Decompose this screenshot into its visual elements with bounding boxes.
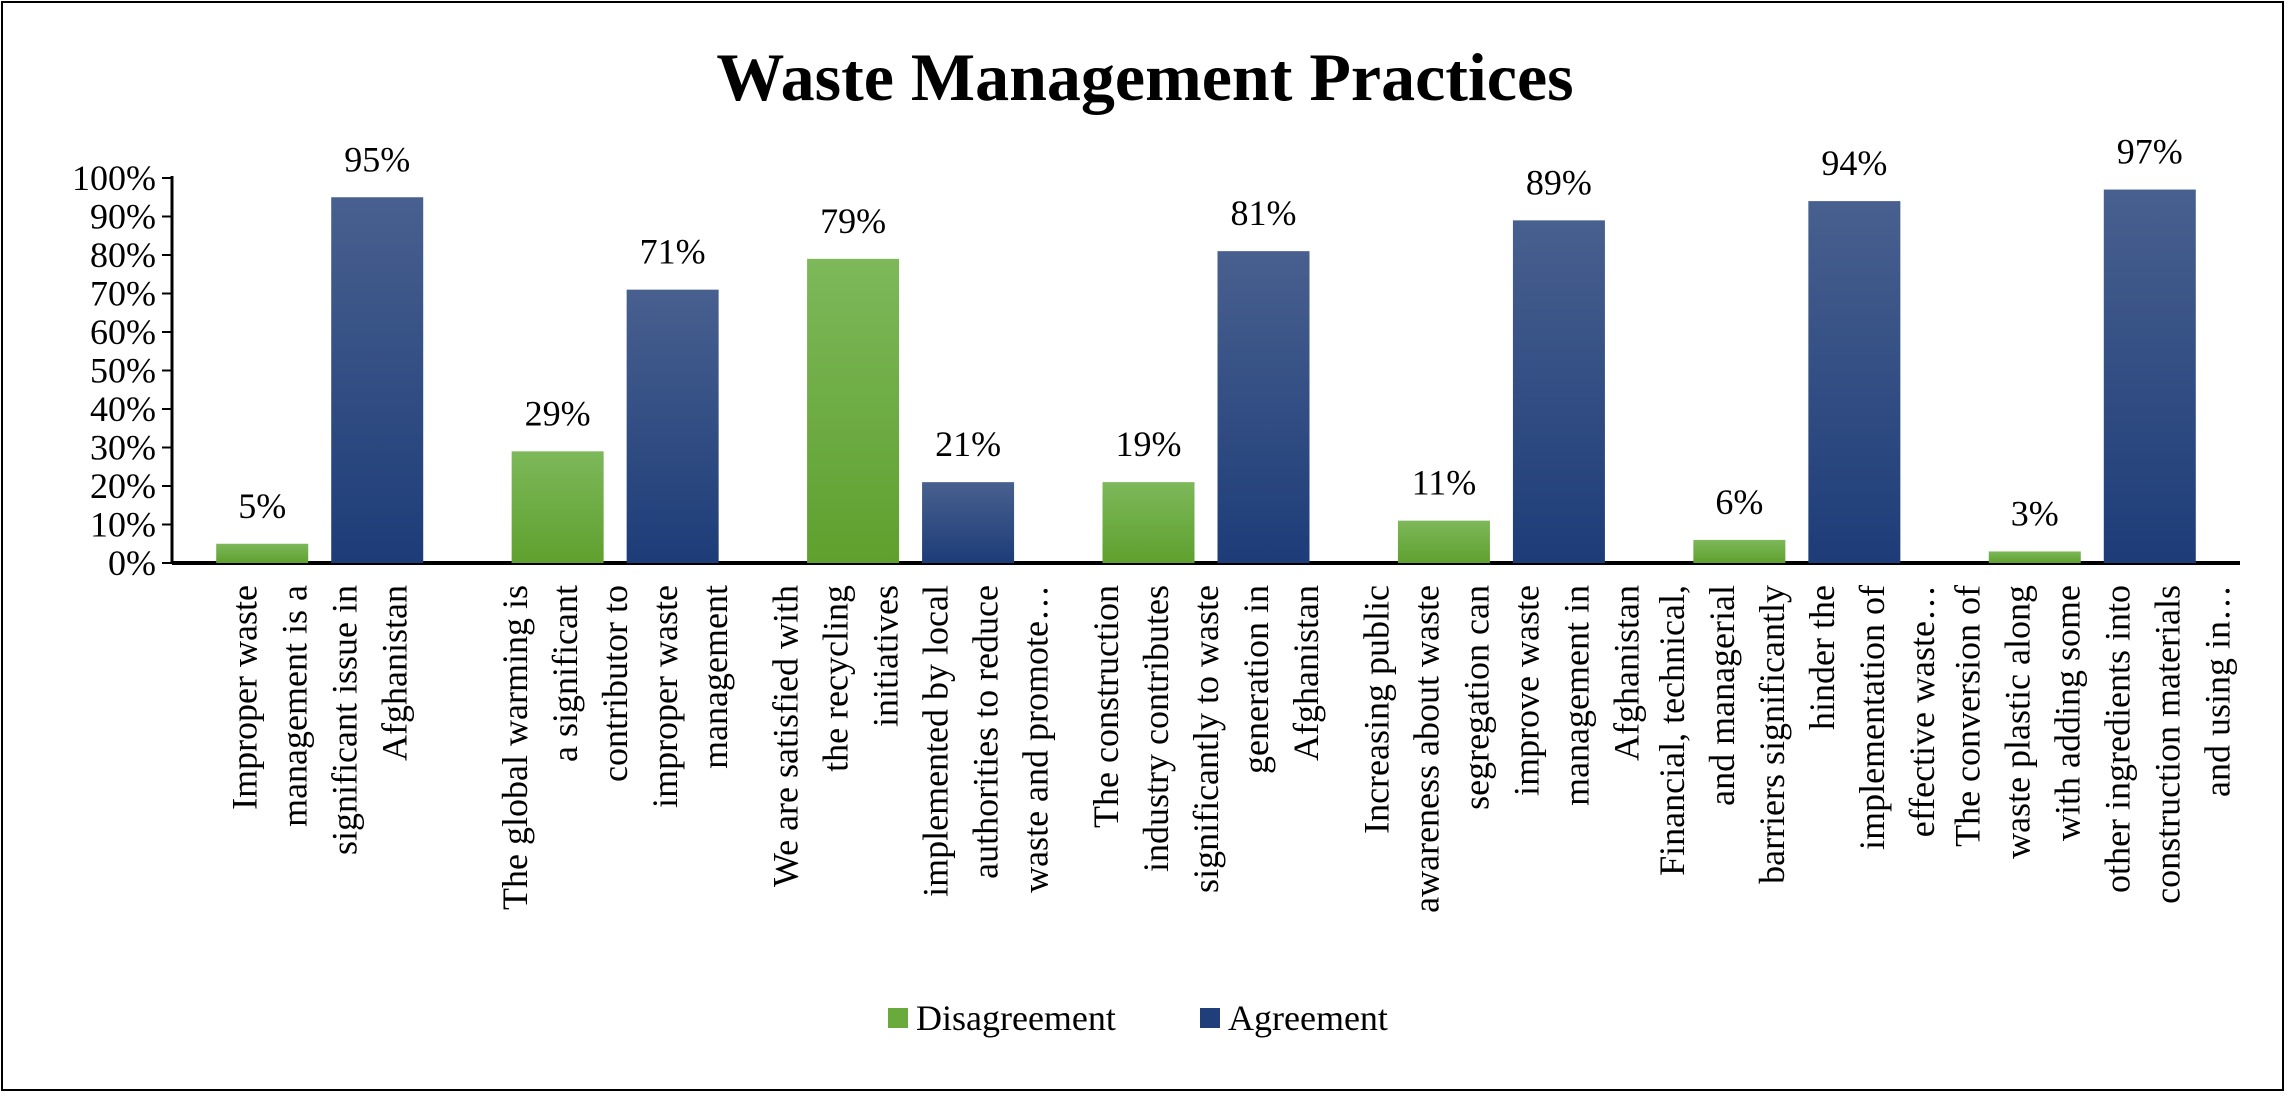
category-label-line: We are satisfied with: [766, 585, 806, 887]
data-label-disagreement-1: 5%: [238, 486, 286, 526]
category-label-line: improper waste: [645, 585, 685, 808]
legend-label: Disagreement: [916, 998, 1116, 1038]
category-label-line: construction materials: [2147, 585, 2187, 904]
bar-agreement-5: [1512, 220, 1605, 563]
legend-item-disagreement: Disagreement: [888, 998, 1116, 1038]
category-label-line: Improper waste: [225, 585, 265, 810]
y-tick-label: 50%: [90, 351, 156, 391]
data-label-disagreement-6: 6%: [1715, 482, 1763, 522]
data-label-agreement-2: 71%: [640, 232, 706, 272]
chart-title: Waste Management Practices: [716, 39, 1573, 115]
bar-agreement-4: [1217, 251, 1310, 563]
y-tick-label: 60%: [90, 312, 156, 352]
data-label-disagreement-3: 79%: [820, 201, 886, 241]
category-label-line: management: [695, 585, 735, 769]
category-label-line: The conversion of: [1947, 585, 1987, 847]
category-label-line: waste plastic along: [1997, 585, 2037, 859]
category-label-line: implemented by local: [916, 585, 956, 897]
category-label-line: the recycling: [816, 585, 856, 772]
category-label-line: authorities to reduce: [966, 585, 1006, 879]
category-label-line: hinder the: [1802, 585, 1842, 730]
legend-label: Agreement: [1228, 998, 1388, 1038]
category-label-4: The construction industry contributes sign…: [1086, 585, 1326, 893]
category-label-line: Afghanistan: [375, 585, 415, 761]
data-label-disagreement-5: 11%: [1412, 463, 1477, 503]
y-tick-label: 70%: [90, 274, 156, 314]
y-tick-label: 10%: [90, 505, 156, 545]
bar-disagreement-4: [1102, 482, 1195, 563]
category-label-line: improve waste: [1506, 585, 1546, 796]
data-label-agreement-7: 97%: [2117, 132, 2183, 172]
category-label-line: effective waste…: [1902, 585, 1942, 837]
category-label-7: The conversion of waste plastic along with…: [1947, 585, 2237, 904]
category-label-line: and managerial: [1702, 585, 1742, 806]
category-label-line: Increasing public: [1356, 585, 1396, 834]
category-label-line: and using in…: [2197, 585, 2237, 797]
y-tick-label: 30%: [90, 428, 156, 468]
category-label-line: management in: [1556, 585, 1596, 806]
bar-disagreement-7: [1988, 551, 2081, 563]
y-tick-label: 20%: [90, 466, 156, 506]
bar-disagreement-1: [216, 543, 309, 563]
bar-agreement-6: [1808, 201, 1901, 563]
category-label-line: contributor to: [595, 585, 635, 782]
category-label-line: generation in: [1236, 585, 1276, 774]
category-label-line: with adding some: [2047, 585, 2087, 841]
data-label-disagreement-7: 3%: [2011, 493, 2059, 533]
category-label-line: initiatives: [866, 585, 906, 727]
category-label-5: Increasing public awareness about waste se…: [1356, 585, 1646, 913]
bar-agreement-2: [626, 289, 719, 563]
y-tick-label: 90%: [90, 197, 156, 237]
category-label-line: Afghanistan: [1286, 585, 1326, 761]
data-label-agreement-5: 89%: [1526, 162, 1592, 202]
category-label-line: The global warming is: [495, 585, 535, 910]
y-tick-label: 100%: [72, 158, 156, 198]
category-label-line: Afghanistan: [1606, 585, 1646, 761]
category-label-line: segregation can: [1456, 585, 1496, 810]
category-label-1: Improper waste management is a significant…: [225, 585, 415, 855]
category-label-line: Financial, technical,: [1652, 585, 1692, 876]
bar-agreement-1: [331, 197, 424, 563]
data-label-agreement-1: 95%: [344, 139, 410, 179]
bar-agreement-3: [922, 482, 1015, 563]
category-label-line: management is a: [275, 585, 315, 827]
category-label-2: The global warming is a significant contri…: [495, 585, 735, 910]
data-label-agreement-4: 81%: [1231, 193, 1297, 233]
category-label-line: waste and promote…: [1016, 585, 1056, 893]
category-label-line: significantly to waste: [1186, 585, 1226, 893]
y-tick-label: 80%: [90, 235, 156, 275]
data-label-disagreement-2: 29%: [525, 393, 591, 433]
bar-disagreement-3: [807, 258, 900, 563]
data-label-agreement-6: 94%: [1821, 143, 1887, 183]
category-label-line: The construction: [1086, 585, 1126, 828]
category-label-line: implementation of: [1852, 585, 1892, 850]
category-label-line: a significant: [545, 585, 585, 762]
bar-disagreement-2: [511, 451, 604, 563]
data-label-disagreement-4: 19%: [1116, 424, 1182, 464]
category-label-6: Financial, technical, and managerial barri…: [1652, 585, 1942, 884]
bar-disagreement-5: [1397, 520, 1490, 563]
category-label-line: significant issue in: [325, 585, 365, 855]
category-label-line: awareness about waste: [1406, 585, 1446, 913]
data-label-agreement-3: 21%: [935, 424, 1001, 464]
legend-swatch: [1200, 1008, 1220, 1028]
legend-swatch: [888, 1008, 908, 1028]
category-label-line: other ingredients into: [2097, 585, 2137, 893]
bar-disagreement-6: [1693, 539, 1786, 563]
bar-agreement-7: [2103, 189, 2196, 564]
legend-item-agreement: Agreement: [1200, 998, 1388, 1038]
category-label-line: barriers significantly: [1752, 585, 1792, 884]
category-label-3: We are satisfied with the recycling initia…: [766, 585, 1056, 897]
y-tick-label: 0%: [108, 543, 156, 583]
category-label-line: industry contributes: [1136, 585, 1176, 872]
y-tick-label: 40%: [90, 389, 156, 429]
